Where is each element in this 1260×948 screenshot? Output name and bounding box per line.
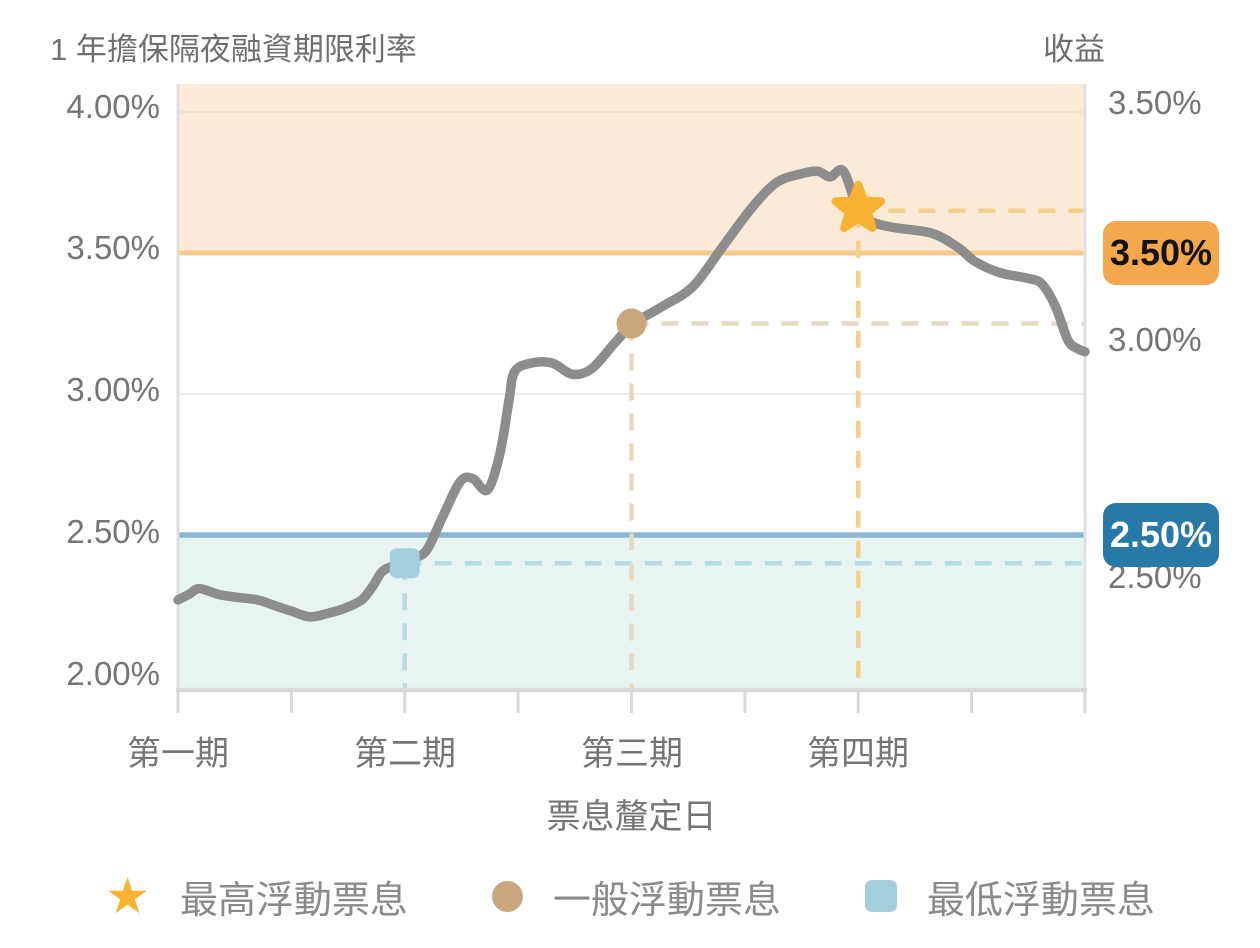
circle-icon — [491, 880, 523, 912]
legend-item-general-coupon: 一般浮動票息 — [491, 869, 781, 924]
left-tick-3-50: 3.50% — [66, 229, 160, 266]
x-axis-title: 票息釐定日 — [546, 798, 717, 836]
legend-label: 最高浮動票息 — [179, 879, 408, 922]
left-tick-2-50: 2.50% — [66, 513, 160, 550]
legend-label: 一般浮動票息 — [552, 879, 781, 922]
x-label-period-3: 第三期 — [581, 735, 683, 773]
floor-rate-badge: 2.50% — [1103, 503, 1219, 567]
left-axis-title: 1 年擔保隔夜融資期限利率 — [50, 32, 417, 67]
legend-label: 最低浮動票息 — [926, 879, 1155, 922]
legend: ★ 最高浮動票息 一般浮動票息 最低浮動票息 — [0, 860, 1260, 932]
star-icon: ★ — [105, 868, 150, 924]
square-icon — [864, 880, 897, 912]
right-tick-3-50: 3.50% — [1108, 84, 1202, 121]
left-tick-2-00: 2.00% — [66, 655, 160, 692]
x-label-period-4: 第四期 — [807, 735, 909, 773]
x-label-period-1: 第一期 — [127, 735, 229, 773]
cap-rate-badge: 3.50% — [1103, 221, 1219, 285]
legend-item-min-coupon: 最低浮動票息 — [864, 869, 1155, 924]
right-tick-3-00: 3.00% — [1108, 321, 1202, 358]
left-tick-4-00: 4.00% — [66, 88, 160, 125]
right-axis-title: 收益 — [1043, 32, 1105, 67]
left-tick-3-00: 3.00% — [66, 371, 160, 408]
x-label-period-2: 第二期 — [354, 735, 456, 773]
legend-item-max-coupon: ★ 最高浮動票息 — [105, 869, 408, 924]
